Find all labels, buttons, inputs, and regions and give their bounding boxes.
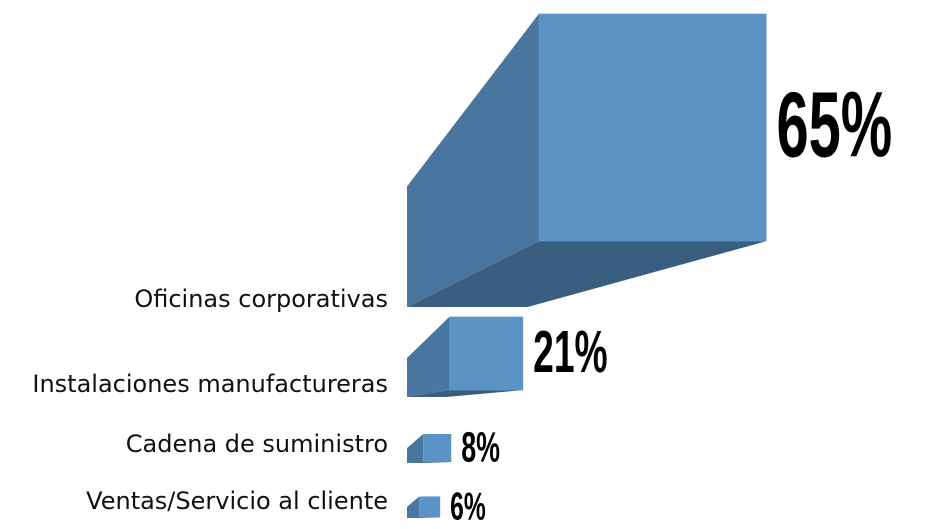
category-label: Cadena de suministro <box>126 430 388 458</box>
bar-side <box>407 13 539 308</box>
bar-side <box>407 496 420 518</box>
value-label: 8% <box>461 423 500 471</box>
value-label: 6% <box>450 483 486 527</box>
category-label: Instalaciones manufactureras <box>32 370 388 398</box>
category-label: Ventas/Servicio al cliente <box>86 487 388 515</box>
bar-bottom <box>407 390 524 397</box>
bar-side <box>407 316 450 397</box>
bar <box>419 496 441 518</box>
bar <box>538 13 767 242</box>
bar-bottom <box>407 462 452 463</box>
bar-bottom <box>407 241 767 307</box>
value-label: 21% <box>533 318 608 385</box>
bar-bottom <box>407 517 441 518</box>
bar <box>423 434 452 463</box>
bar-side <box>407 434 424 463</box>
value-label: 65% <box>776 74 892 177</box>
category-label: Oficinas corporativas <box>134 285 388 313</box>
bar <box>449 316 524 391</box>
